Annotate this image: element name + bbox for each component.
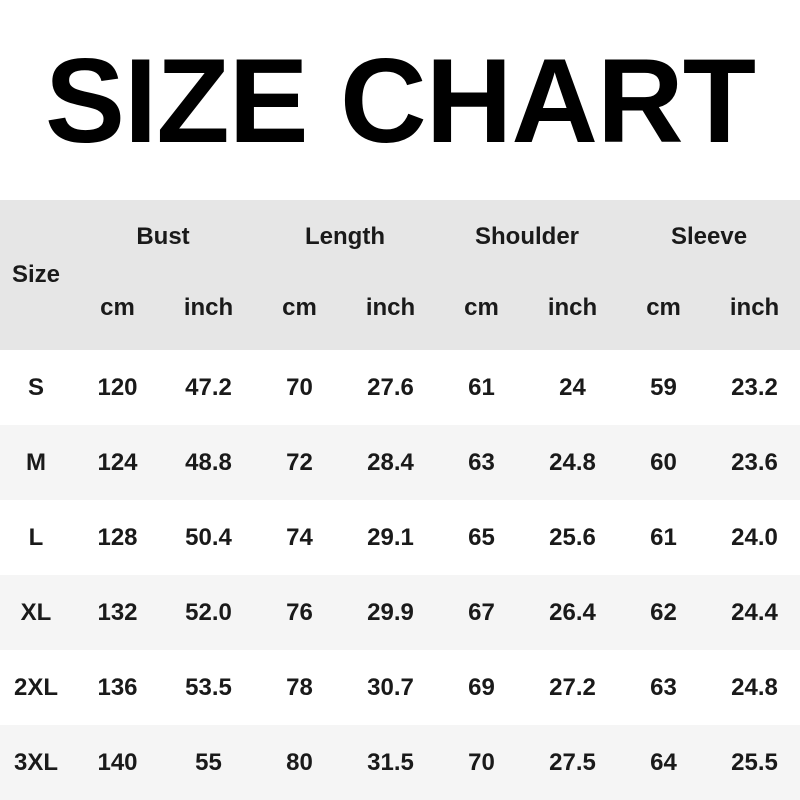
table-cell: 30.7 bbox=[367, 673, 414, 701]
table-cell: 23.2 bbox=[731, 373, 778, 401]
table-cell: 62 bbox=[650, 598, 677, 626]
unit-header: cm bbox=[100, 293, 135, 321]
table-cell: 24.8 bbox=[731, 673, 778, 701]
group-header-shoulder: Shoulder bbox=[475, 223, 580, 250]
size-label: M bbox=[26, 448, 46, 476]
table-cell: 69 bbox=[468, 673, 495, 701]
table-cell: 74 bbox=[286, 523, 313, 551]
table-cell: 27.5 bbox=[549, 748, 596, 776]
table-cell: 31.5 bbox=[367, 748, 414, 776]
table-cell: 76 bbox=[286, 598, 313, 626]
table-cell: 124 bbox=[97, 448, 138, 476]
table-cell: 28.4 bbox=[367, 448, 414, 476]
table-cell: 55 bbox=[195, 748, 222, 776]
table-cell: 26.4 bbox=[549, 598, 596, 626]
table-cell: 29.1 bbox=[367, 523, 414, 551]
unit-header: inch bbox=[365, 293, 416, 321]
table-row: 2XL 136 53.5 78 30.7 69 27.2 63 24.8 bbox=[0, 650, 800, 725]
table-cell: 70 bbox=[286, 373, 313, 401]
table-cell: 78 bbox=[286, 673, 313, 701]
table-cell: 24.0 bbox=[731, 523, 778, 551]
group-header-length: Length bbox=[305, 223, 385, 250]
table-row: 3XL 140 55 80 31.5 70 27.5 64 25.5 bbox=[0, 725, 800, 800]
table-cell: 47.2 bbox=[185, 373, 232, 401]
table-cell: 29.9 bbox=[367, 598, 414, 626]
size-label: 2XL bbox=[13, 673, 58, 701]
table-cell: 25.6 bbox=[549, 523, 596, 551]
unit-header: inch bbox=[729, 293, 780, 321]
table-cell: 52.0 bbox=[185, 598, 232, 626]
size-label: S bbox=[27, 373, 44, 401]
unit-header: cm bbox=[282, 293, 317, 321]
table-cell: 23.6 bbox=[731, 448, 778, 476]
table-cell: 27.6 bbox=[367, 373, 414, 401]
table-cell: 50.4 bbox=[185, 523, 232, 551]
header-row-groups: Size Bust Length Shoulder Sleeve bbox=[0, 200, 800, 288]
group-header-bust: Bust bbox=[136, 223, 190, 250]
size-label: 3XL bbox=[13, 748, 58, 776]
table-cell: 132 bbox=[97, 598, 138, 626]
table-row: L 128 50.4 74 29.1 65 25.6 61 24.0 bbox=[0, 500, 800, 575]
unit-header: inch bbox=[183, 293, 234, 321]
table-cell: 61 bbox=[650, 523, 677, 551]
group-header-sleeve: Sleeve bbox=[671, 223, 748, 250]
table-row: XL 132 52.0 76 29.9 67 26.4 62 24.4 bbox=[0, 575, 800, 650]
table-cell: 25.5 bbox=[731, 748, 778, 776]
table-cell: 140 bbox=[97, 748, 138, 776]
unit-header: inch bbox=[547, 293, 598, 321]
table-cell: 24 bbox=[559, 373, 586, 401]
table-cell: 61 bbox=[468, 373, 495, 401]
page-title: SIZE CHART bbox=[45, 34, 756, 168]
table-cell: 24.4 bbox=[731, 598, 778, 626]
table-cell: 72 bbox=[286, 448, 313, 476]
unit-header: cm bbox=[646, 293, 681, 321]
header-row-units: cm inch cm inch cm inch cm inch bbox=[0, 275, 800, 350]
table-cell: 64 bbox=[650, 748, 677, 776]
table-cell: 67 bbox=[468, 598, 495, 626]
table-cell: 24.8 bbox=[549, 448, 596, 476]
unit-header: cm bbox=[464, 293, 499, 321]
table-cell: 60 bbox=[650, 448, 677, 476]
table-cell: 48.8 bbox=[185, 448, 232, 476]
table-cell: 65 bbox=[468, 523, 495, 551]
table-row: M 124 48.8 72 28.4 63 24.8 60 23.6 bbox=[0, 425, 800, 500]
size-header: Size bbox=[11, 261, 61, 288]
table-cell: 59 bbox=[650, 373, 677, 401]
table-cell: 53.5 bbox=[185, 673, 232, 701]
size-label: L bbox=[28, 523, 44, 551]
table-cell: 63 bbox=[650, 673, 677, 701]
table-cell: 128 bbox=[97, 523, 138, 551]
table-cell: 120 bbox=[97, 373, 138, 401]
size-chart-table: Size Bust Length Shoulder Sleeve cm inch… bbox=[0, 200, 800, 800]
table-cell: 80 bbox=[286, 748, 313, 776]
table-cell: 27.2 bbox=[549, 673, 596, 701]
table-cell: 63 bbox=[468, 448, 495, 476]
table-cell: 136 bbox=[97, 673, 138, 701]
table-row: S 120 47.2 70 27.6 61 24 59 23.2 bbox=[0, 350, 800, 425]
size-label: XL bbox=[20, 598, 52, 626]
table-cell: 70 bbox=[468, 748, 495, 776]
